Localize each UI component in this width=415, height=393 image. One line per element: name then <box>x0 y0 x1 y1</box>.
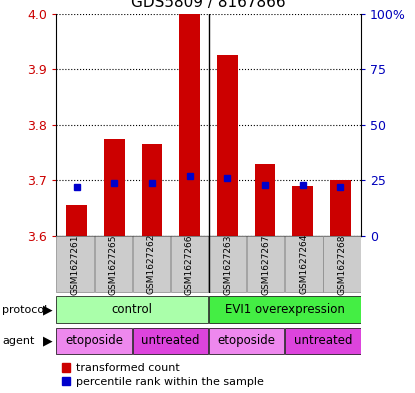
Text: control: control <box>112 303 153 316</box>
Bar <box>292 186 313 236</box>
Bar <box>66 205 87 236</box>
Legend: transformed count, percentile rank within the sample: transformed count, percentile rank withi… <box>61 363 264 387</box>
Bar <box>247 236 284 292</box>
Bar <box>56 296 208 323</box>
Bar <box>255 163 276 236</box>
Bar <box>209 296 361 323</box>
Bar <box>142 144 162 236</box>
Bar <box>133 236 170 292</box>
Text: etoposide: etoposide <box>217 334 276 347</box>
Bar <box>209 328 284 354</box>
Bar <box>209 236 246 292</box>
Bar <box>171 236 208 292</box>
Text: GSM1627261: GSM1627261 <box>71 234 80 294</box>
Text: GSM1627262: GSM1627262 <box>147 234 156 294</box>
Text: ▶: ▶ <box>43 303 53 316</box>
Bar <box>133 328 208 354</box>
Bar <box>217 55 238 236</box>
Text: GSM1627267: GSM1627267 <box>261 234 270 294</box>
Bar <box>330 180 351 236</box>
Text: etoposide: etoposide <box>65 334 123 347</box>
Title: GDS5809 / 8167866: GDS5809 / 8167866 <box>131 0 286 10</box>
Bar <box>285 328 361 354</box>
Bar <box>179 14 200 236</box>
Text: GSM1627266: GSM1627266 <box>185 234 194 294</box>
Bar <box>56 328 132 354</box>
Text: ▶: ▶ <box>43 334 53 348</box>
Bar <box>104 139 125 236</box>
Text: GSM1627265: GSM1627265 <box>109 234 118 294</box>
Text: agent: agent <box>2 336 34 346</box>
Bar <box>285 236 322 292</box>
Text: untreated: untreated <box>294 334 352 347</box>
Text: GSM1627268: GSM1627268 <box>337 234 347 294</box>
Text: untreated: untreated <box>141 334 200 347</box>
Text: protocol: protocol <box>2 305 47 315</box>
Text: GSM1627264: GSM1627264 <box>299 234 308 294</box>
Bar <box>56 236 94 292</box>
Bar <box>323 236 361 292</box>
Text: GSM1627263: GSM1627263 <box>223 234 232 294</box>
Text: EVI1 overexpression: EVI1 overexpression <box>225 303 345 316</box>
Bar <box>95 236 132 292</box>
